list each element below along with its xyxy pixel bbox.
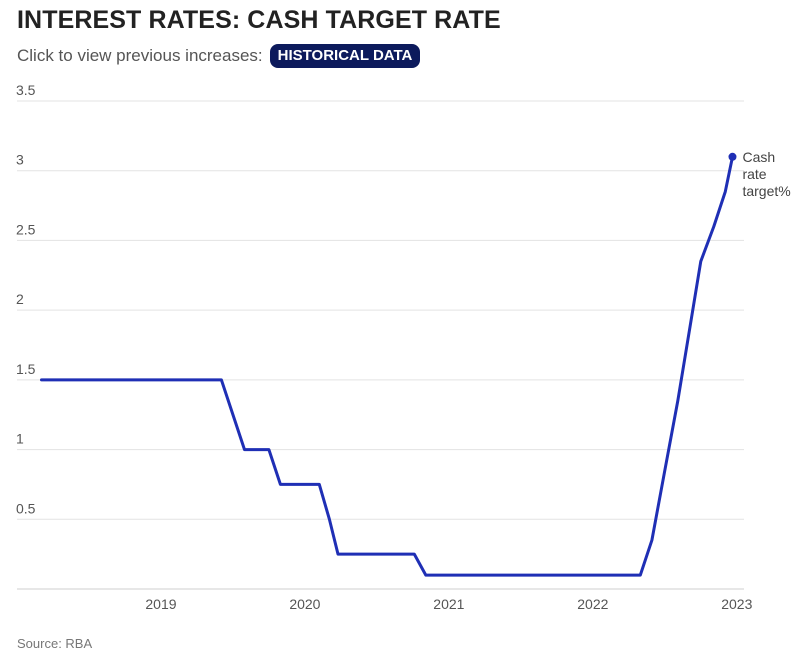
y-tick-label: 0.5 (16, 500, 36, 516)
source-note: Source: RBA (17, 636, 93, 651)
y-tick-label: 2.5 (16, 221, 36, 237)
x-tick-label: 2022 (577, 596, 608, 612)
x-tick-label: 2021 (433, 596, 464, 612)
historical-data-button[interactable]: HISTORICAL DATA (269, 44, 421, 68)
subtitle-text: Click to view previous increases: (17, 46, 263, 65)
x-tick-label: 2019 (145, 596, 176, 612)
y-tick-label: 1.5 (16, 361, 36, 377)
y-tick-label: 2 (16, 291, 24, 307)
y-tick-label: 1 (16, 431, 24, 447)
y-tick-label: 3.5 (16, 82, 36, 98)
y-tick-label: 3 (16, 152, 24, 168)
series-line (40, 155, 734, 577)
chart-title: INTEREST RATES: CASH TARGET RATE (17, 6, 501, 34)
series-end-point (728, 152, 737, 161)
x-tick-label: 2023 (721, 596, 752, 612)
series-annotation: Cash rate target% (742, 149, 790, 199)
subtitle-row: Click to view previous increases: HISTOR… (17, 43, 421, 69)
x-tick-label: 2020 (289, 596, 320, 612)
